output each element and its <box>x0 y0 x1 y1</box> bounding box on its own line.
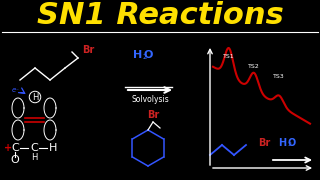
Text: Solvolysis: Solvolysis <box>131 96 169 105</box>
Text: TS1: TS1 <box>223 55 235 60</box>
Text: C: C <box>30 143 38 153</box>
Text: C: C <box>11 143 19 153</box>
Text: O: O <box>288 138 296 148</box>
Text: SN1 Reactions: SN1 Reactions <box>36 1 284 30</box>
Text: e: e <box>12 87 16 93</box>
Text: O: O <box>143 50 153 60</box>
Text: H: H <box>31 154 37 163</box>
Text: O: O <box>11 155 20 165</box>
Text: Br: Br <box>258 138 270 148</box>
Text: H: H <box>49 143 57 153</box>
Text: +: + <box>4 143 12 153</box>
Text: H: H <box>32 93 38 102</box>
Text: Br: Br <box>147 110 159 120</box>
Text: H: H <box>278 138 286 148</box>
Text: 2: 2 <box>143 54 148 60</box>
Text: 2: 2 <box>287 143 291 147</box>
Text: ⁻: ⁻ <box>16 89 19 94</box>
Text: Br: Br <box>82 45 94 55</box>
Text: TS3: TS3 <box>273 75 285 80</box>
Text: H: H <box>133 50 143 60</box>
Text: TS2: TS2 <box>248 64 260 69</box>
